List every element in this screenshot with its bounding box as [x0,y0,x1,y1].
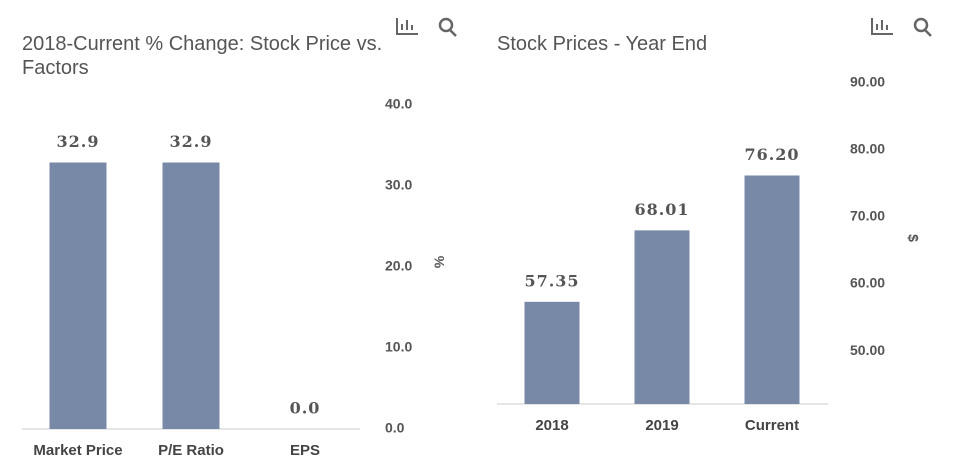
bar [162,162,220,429]
y-axis-label: % [431,256,447,269]
value-label: 32.9 [57,132,100,151]
bar [49,162,107,429]
value-label: 0.0 [290,399,321,418]
y-tick-label: 90.00 [850,74,885,90]
value-label: 32.9 [170,132,213,151]
bar [744,175,800,404]
chart-title: Stock Prices - Year End [497,33,708,55]
x-tick-label: Current [745,417,799,434]
y-tick-label: 30.0 [385,177,412,193]
chart-title: 2018-Current % Change: Stock Price vs. F… [22,33,383,79]
y-tick-label: 40.0 [385,96,412,112]
y-tick-label: 0.0 [385,420,405,436]
y-tick-label: 80.00 [850,141,885,157]
y-tick-label: 10.0 [385,339,412,355]
x-tick-label: 2019 [645,417,678,434]
y-tick-label: 70.00 [850,208,885,224]
x-tick-label: EPS [290,442,320,459]
y-axis-label: $ [905,234,921,242]
bar [524,301,580,404]
x-tick-label: Market Price [33,442,122,459]
x-tick-label: P/E Ratio [158,442,224,459]
y-tick-label: 20.0 [385,258,412,274]
chart-icon[interactable] [396,18,893,35]
value-label: 68.01 [634,200,689,219]
y-tick-label: 50.00 [850,342,885,358]
bar [634,230,690,404]
zoom-icon[interactable] [438,17,932,37]
y-tick-label: 60.00 [850,275,885,291]
value-label: 76.20 [744,145,799,164]
value-label: 57.35 [524,271,579,290]
x-tick-label: 2018 [535,417,568,434]
